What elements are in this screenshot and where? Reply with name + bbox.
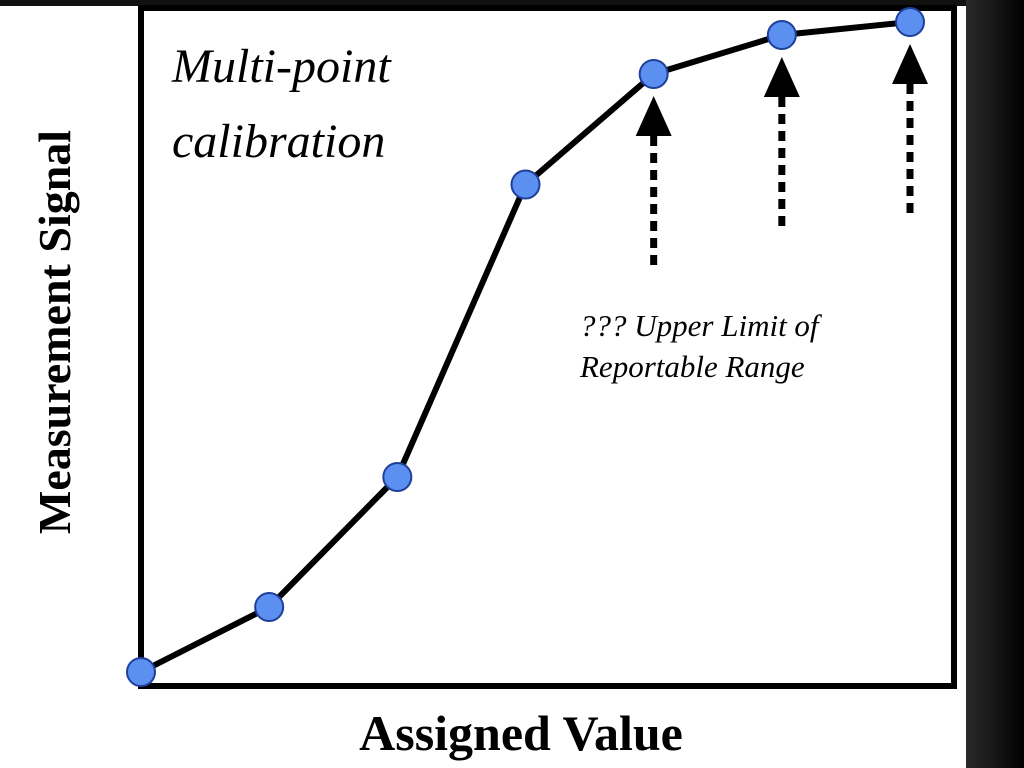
x-axis-label: Assigned Value [359, 705, 683, 761]
data-point-4 [510, 169, 541, 200]
data-point-5 [638, 59, 669, 89]
data-point-6 [766, 20, 797, 50]
data-point-1 [126, 657, 156, 687]
top-border [0, 0, 1024, 6]
annotation-line-2: Reportable Range [579, 349, 805, 384]
chart-title-line-2: calibration [172, 115, 385, 168]
data-point-7 [895, 7, 925, 37]
annotation-line-1: ??? Upper Limit of [580, 308, 823, 343]
arrow-head [892, 44, 928, 84]
annotation-arrows [635, 44, 928, 272]
y-axis-label: Measurement Signal [29, 130, 80, 534]
data-point-2 [254, 592, 285, 622]
data-points [126, 7, 925, 687]
chart-title-line-1: Multi-point [171, 40, 392, 93]
data-point-3 [382, 462, 413, 492]
right-border [966, 0, 1024, 768]
calibration-chart: Measurement Signal Assigned Value Multi-… [29, 5, 957, 761]
plot-frame [138, 5, 957, 689]
arrow-head [635, 96, 672, 136]
arrow-head [763, 57, 800, 97]
